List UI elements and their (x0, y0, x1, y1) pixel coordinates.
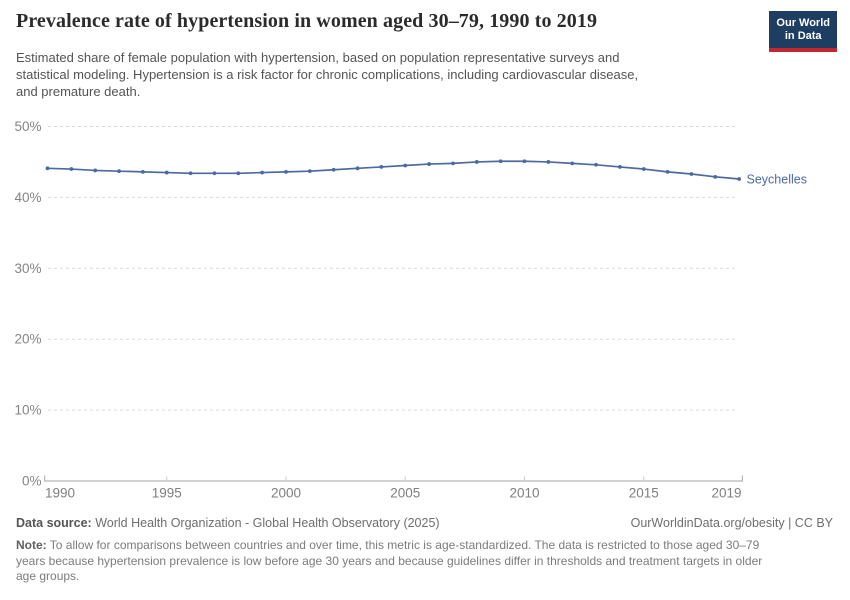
data-point[interactable] (737, 177, 742, 181)
note-line: Note: To allow for comparisons between c… (16, 538, 838, 554)
data-point[interactable] (379, 165, 384, 169)
x-axis-tick-label: 1995 (152, 486, 182, 501)
data-point[interactable] (641, 167, 646, 171)
x-axis-tick-label: 2019 (711, 486, 741, 501)
data-point[interactable] (260, 170, 265, 175)
data-point[interactable] (474, 160, 479, 164)
series-label[interactable]: Seychelles (747, 172, 807, 186)
data-point[interactable] (713, 174, 718, 179)
x-axis-tick-label: 1990 (45, 486, 75, 501)
data-source: Data source: World Health Organization -… (16, 516, 440, 530)
data-point[interactable] (570, 161, 575, 166)
data-point[interactable] (45, 166, 50, 171)
y-axis-tick-label: 20% (14, 332, 41, 347)
x-axis-tick-label: 2010 (509, 486, 539, 501)
data-point[interactable] (331, 167, 336, 172)
data-point[interactable] (117, 169, 121, 174)
note-line: age groups. (16, 569, 80, 583)
y-axis-tick-label: 40% (14, 190, 41, 205)
y-axis-tick-label: 0% (22, 474, 42, 489)
chart-note: Note: To allow for comparisons between c… (16, 538, 838, 585)
page-title: Prevalence rate of hypertension in women… (16, 10, 598, 32)
note-text: To allow for comparisons between countri… (46, 538, 760, 552)
data-point[interactable] (188, 171, 193, 176)
data-point[interactable] (284, 169, 288, 174)
note-line: years because hypertension prevalence is… (16, 553, 763, 568)
data-point[interactable] (594, 162, 598, 167)
line-series-seychelles[interactable] (46, 160, 741, 180)
owid-logo-line1: Our World (776, 17, 830, 29)
license-link[interactable]: OurWorldinData.org/obesity | CC BY (630, 516, 833, 530)
subtitle-line: statistical modeling. Hypertension is a … (16, 67, 639, 82)
chart-subtitle: Estimated share of female population wit… (16, 49, 638, 100)
data-point[interactable] (689, 172, 694, 176)
data-point[interactable] (498, 159, 503, 164)
owid-logo[interactable]: Our World in Data (769, 11, 837, 52)
x-axis-tick-label: 2000 (271, 486, 301, 501)
data-source-label: Data source: (16, 516, 92, 530)
subtitle-line: Estimated share of female population wit… (16, 50, 620, 65)
note-label: Note: (16, 538, 47, 552)
subtitle-line: and premature death. (16, 84, 141, 99)
data-point[interactable] (546, 160, 551, 164)
data-point[interactable] (212, 171, 217, 176)
y-axis-tick-label: 30% (14, 261, 41, 276)
data-point[interactable] (141, 169, 145, 174)
data-point[interactable] (403, 163, 408, 168)
data-point[interactable] (427, 162, 431, 166)
data-point[interactable] (522, 159, 527, 164)
data-source-text: World Health Organization - Global Healt… (91, 516, 440, 530)
data-point[interactable] (93, 168, 98, 173)
data-point[interactable] (355, 166, 360, 171)
data-point[interactable] (451, 161, 455, 166)
x-axis-tick-label: 2005 (390, 486, 420, 501)
data-point[interactable] (618, 165, 622, 169)
data-point[interactable] (236, 171, 241, 176)
y-axis-tick-label: 10% (14, 403, 41, 418)
data-point[interactable] (164, 170, 169, 175)
owid-logo-line2: in Data (784, 30, 822, 42)
data-point[interactable] (307, 169, 312, 174)
data-point[interactable] (665, 169, 670, 174)
y-axis-tick-label: 50% (14, 119, 41, 134)
data-point[interactable] (69, 167, 74, 171)
x-axis-tick-label: 2015 (629, 486, 659, 501)
